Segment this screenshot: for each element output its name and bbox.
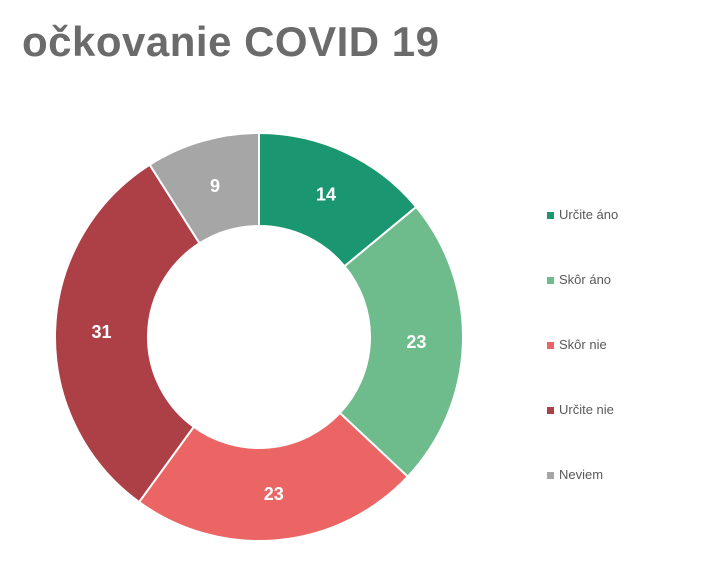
chart-title: očkovanie COVID 19 xyxy=(22,18,440,65)
data-label-5: 9 xyxy=(210,176,220,196)
legend-label: Určite áno xyxy=(559,207,619,222)
donut-slice-2 xyxy=(338,205,464,479)
donut-slice-5 xyxy=(148,131,260,245)
legend-label: Určite nie xyxy=(559,402,614,417)
legend-swatch xyxy=(547,407,554,414)
legend-swatch xyxy=(547,212,554,219)
legend-swatch xyxy=(547,277,554,284)
data-label-4: 31 xyxy=(92,322,112,342)
legend-label: Neviem xyxy=(559,467,604,482)
donut-slice-3 xyxy=(137,411,410,542)
legend-item-4: Určite nie xyxy=(547,402,618,467)
chart-legend: Určite áno Skôr áno Skôr nie Určite nie Nevi… xyxy=(547,207,618,532)
legend-swatch xyxy=(547,472,554,479)
data-label-3: 23 xyxy=(264,484,284,504)
legend-item-2: Skôr áno xyxy=(547,272,618,337)
legend-label: Skôr áno xyxy=(559,272,612,287)
legend-item-5: Neviem xyxy=(547,467,618,532)
legend-item-3: Skôr nie xyxy=(547,337,618,402)
data-label-2: 23 xyxy=(406,332,426,352)
donut-slice-4 xyxy=(54,163,201,504)
legend-swatch xyxy=(547,342,554,349)
data-label-1: 14 xyxy=(316,184,336,204)
legend-item-1: Určite áno xyxy=(547,207,618,272)
legend-label: Skôr nie xyxy=(559,337,607,352)
